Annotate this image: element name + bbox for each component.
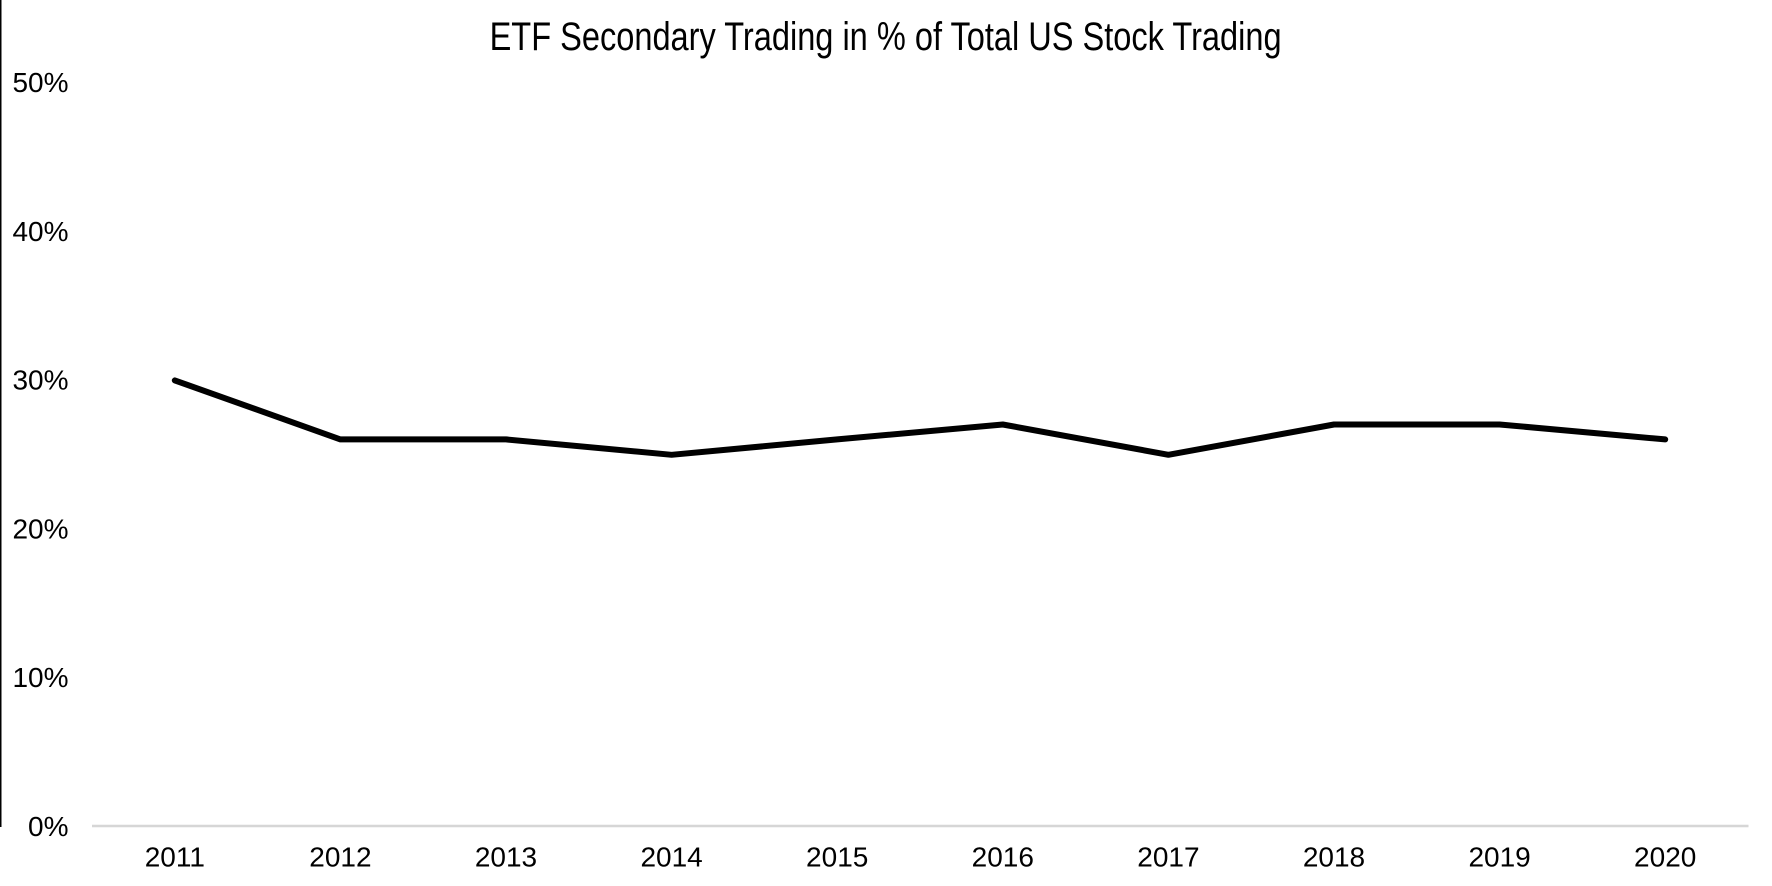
svg-text:20%: 20% <box>12 513 68 544</box>
svg-text:2015: 2015 <box>806 842 868 873</box>
svg-text:40%: 40% <box>12 216 68 247</box>
svg-text:2012: 2012 <box>309 842 371 873</box>
svg-text:0%: 0% <box>28 811 68 842</box>
svg-text:2019: 2019 <box>1468 842 1530 873</box>
svg-text:2014: 2014 <box>640 842 702 873</box>
svg-text:ETF Secondary Trading in % of: ETF Secondary Trading in % of Total US S… <box>490 15 1282 59</box>
svg-text:50%: 50% <box>12 67 68 98</box>
svg-text:2018: 2018 <box>1303 842 1365 873</box>
svg-text:10%: 10% <box>12 662 68 693</box>
svg-text:2020: 2020 <box>1634 842 1696 873</box>
svg-text:2013: 2013 <box>475 842 537 873</box>
svg-text:2017: 2017 <box>1137 842 1199 873</box>
svg-text:2016: 2016 <box>972 842 1034 873</box>
svg-text:2011: 2011 <box>145 842 205 873</box>
svg-text:30%: 30% <box>12 365 68 396</box>
